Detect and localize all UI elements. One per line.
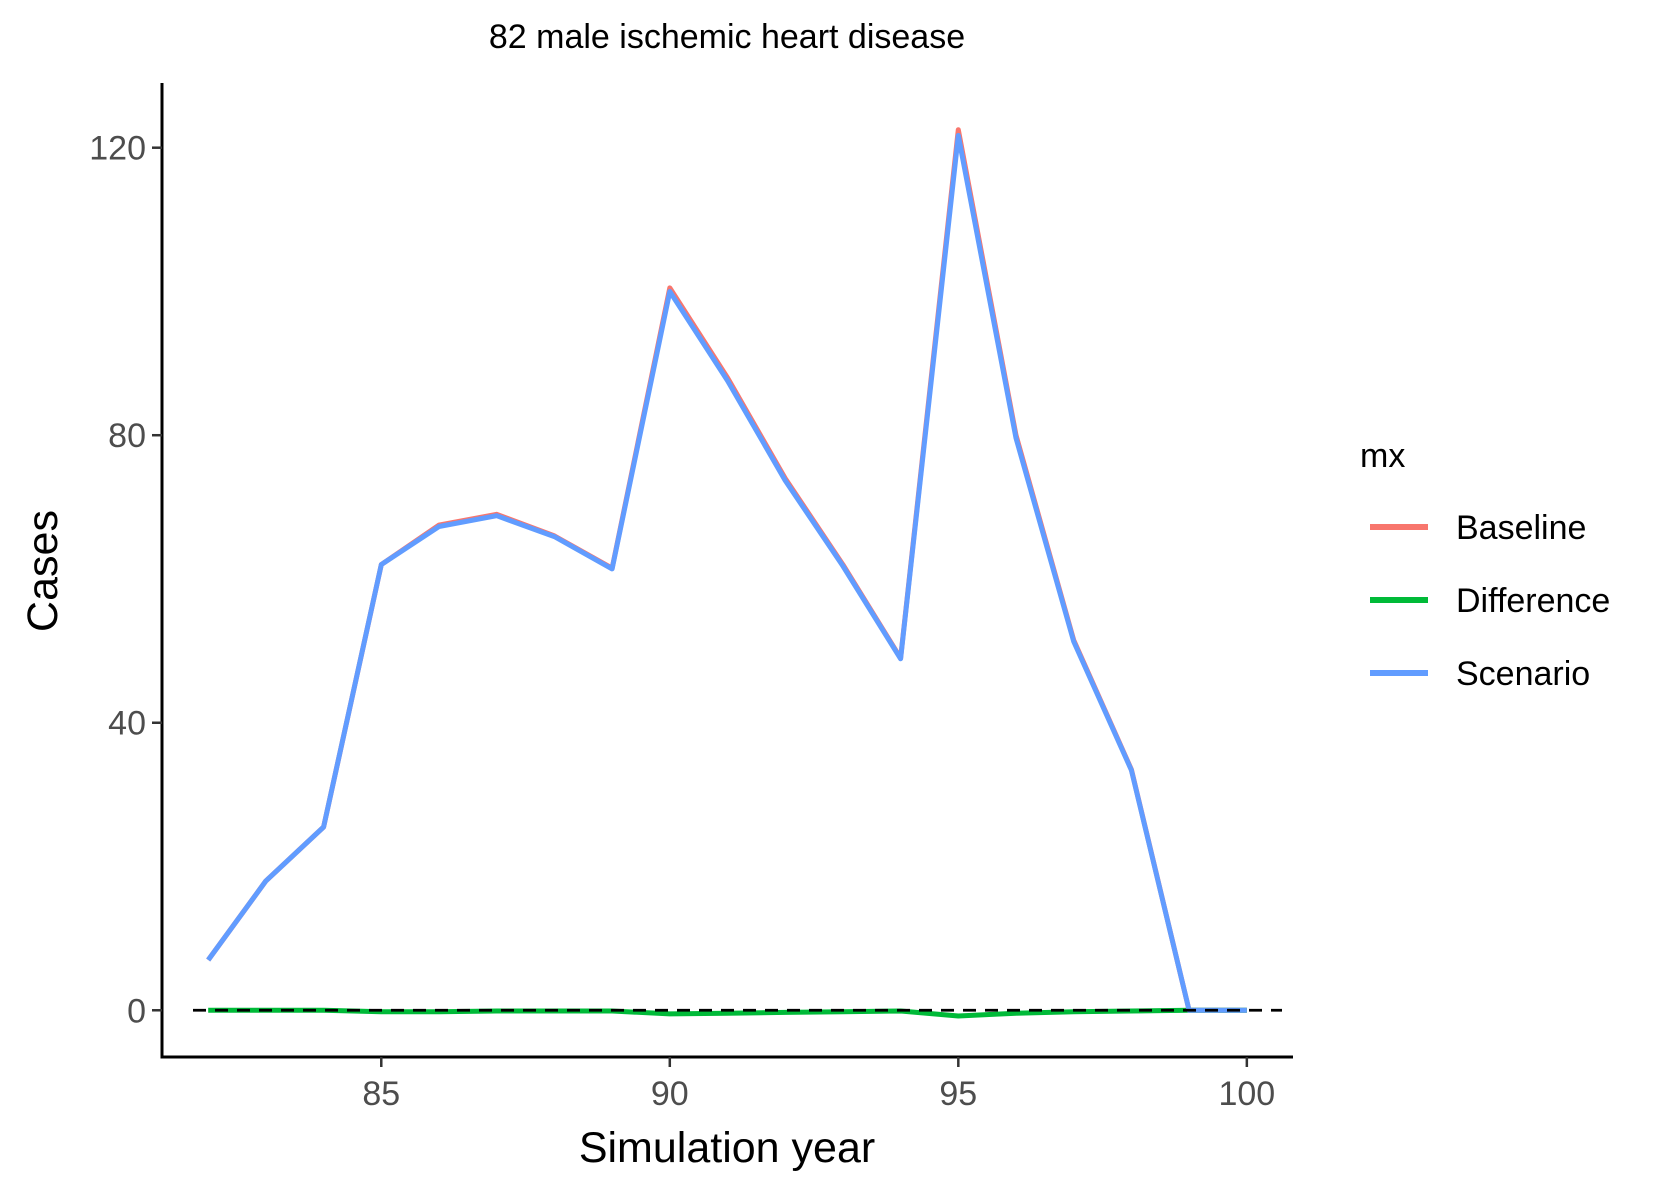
legend-label-baseline: Baseline xyxy=(1456,509,1586,547)
legend: mx Baseline Difference Scenario xyxy=(1360,437,1610,693)
x-tick-label: 85 xyxy=(362,1075,400,1113)
x-axis-ticks: 85 90 95 100 xyxy=(362,1057,1275,1113)
y-tick-label: 120 xyxy=(89,130,146,168)
x-tick-label: 95 xyxy=(939,1075,977,1113)
y-axis-title: Cases xyxy=(19,510,67,632)
plot-area xyxy=(193,127,1282,1019)
legend-title: mx xyxy=(1360,437,1405,475)
y-tick-label: 80 xyxy=(108,417,146,455)
chart-title: 82 male ischemic heart disease xyxy=(489,18,965,56)
y-axis-ticks: 0 40 80 120 xyxy=(89,130,162,1030)
x-axis-title: Simulation year xyxy=(579,1124,875,1172)
series-line-baseline xyxy=(206,127,1247,1013)
series-line-scenario xyxy=(206,133,1247,1013)
y-tick-label: 40 xyxy=(108,705,146,743)
x-tick-label: 90 xyxy=(651,1075,689,1113)
legend-label-difference: Difference xyxy=(1456,582,1610,620)
series-line-difference xyxy=(208,1007,1247,1019)
x-tick-label: 100 xyxy=(1218,1075,1275,1113)
legend-label-scenario: Scenario xyxy=(1456,655,1590,693)
y-tick-label: 0 xyxy=(127,992,146,1030)
